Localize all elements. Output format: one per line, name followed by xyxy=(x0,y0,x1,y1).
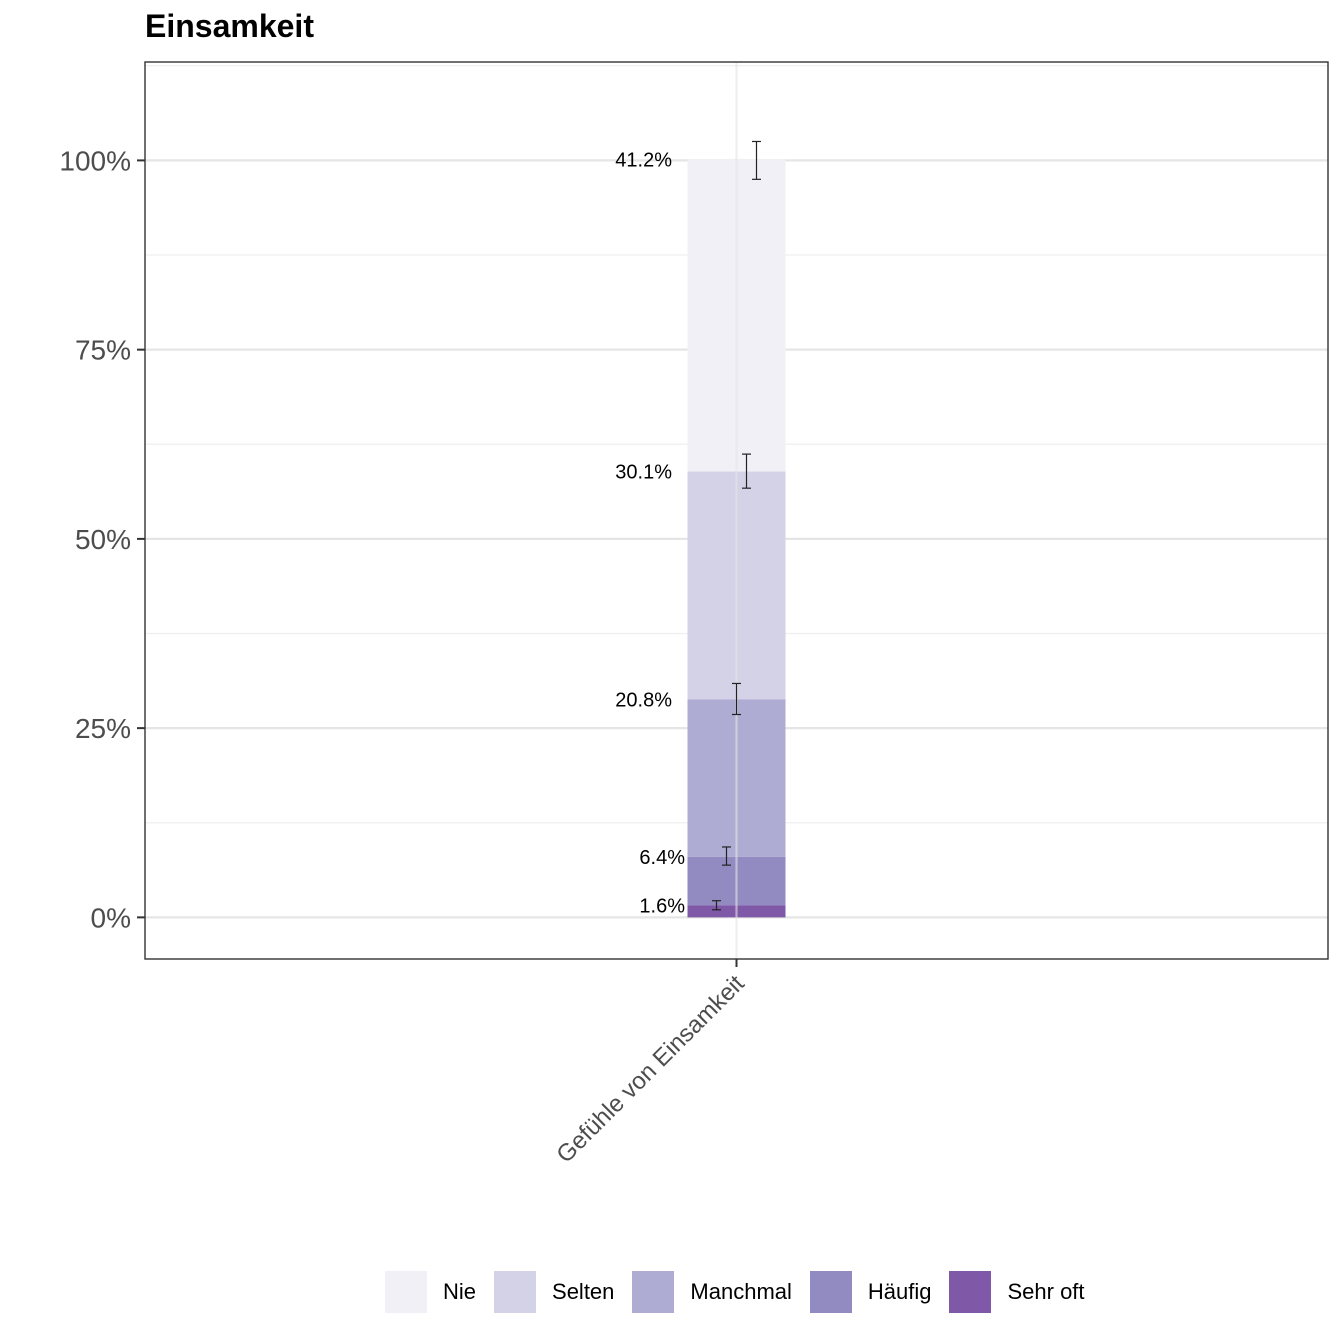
error-bar xyxy=(742,453,751,489)
y-tick-label: 0% xyxy=(91,902,131,933)
axes: 0% 25% 50% 75% 100% Gefühle von Einsamkeit xyxy=(59,145,750,1168)
y-tick-label: 25% xyxy=(75,713,131,744)
legend-item: Selten xyxy=(494,1271,614,1313)
legend-swatch xyxy=(809,1271,852,1313)
y-tick-label: 75% xyxy=(75,335,131,366)
legend-item: Nie xyxy=(385,1271,476,1313)
legend-swatch xyxy=(949,1271,992,1313)
error-bar xyxy=(722,846,731,866)
legend-label: Selten xyxy=(552,1279,615,1304)
error-bar xyxy=(732,682,741,716)
data-label: 41.2% xyxy=(615,150,672,172)
data-label: 20.8% xyxy=(615,689,672,711)
legend-swatch xyxy=(494,1271,537,1313)
legend-swatch xyxy=(632,1271,675,1313)
error-bar xyxy=(752,140,761,180)
error-bars xyxy=(712,140,761,911)
legend-item: Häufig xyxy=(809,1271,932,1313)
legend-label: Sehr oft xyxy=(1007,1279,1085,1304)
data-label: 6.4% xyxy=(639,847,685,869)
legend-item: Sehr oft xyxy=(949,1271,1085,1313)
legend-label: Manchmal xyxy=(690,1279,792,1304)
legend-swatch xyxy=(385,1271,427,1313)
y-tick-label: 50% xyxy=(75,524,131,555)
x-tick-label: Gefühle von Einsamkeit xyxy=(551,970,750,1169)
legend-label: Nie xyxy=(443,1279,477,1304)
data-labels: 41.2% 30.1% 20.8% 6.4% 1.6% xyxy=(615,150,685,918)
chart-title: Einsamkeit xyxy=(145,8,314,44)
legend-item: Manchmal xyxy=(632,1271,792,1313)
legend-label: Häufig xyxy=(867,1279,932,1304)
legend: Nie Selten Manchmal Häufig Sehr oft xyxy=(385,1270,1103,1314)
y-tick-label: 100% xyxy=(59,145,131,176)
data-label: 30.1% xyxy=(615,462,672,484)
data-label: 1.6% xyxy=(639,895,685,917)
error-bar xyxy=(712,900,721,911)
